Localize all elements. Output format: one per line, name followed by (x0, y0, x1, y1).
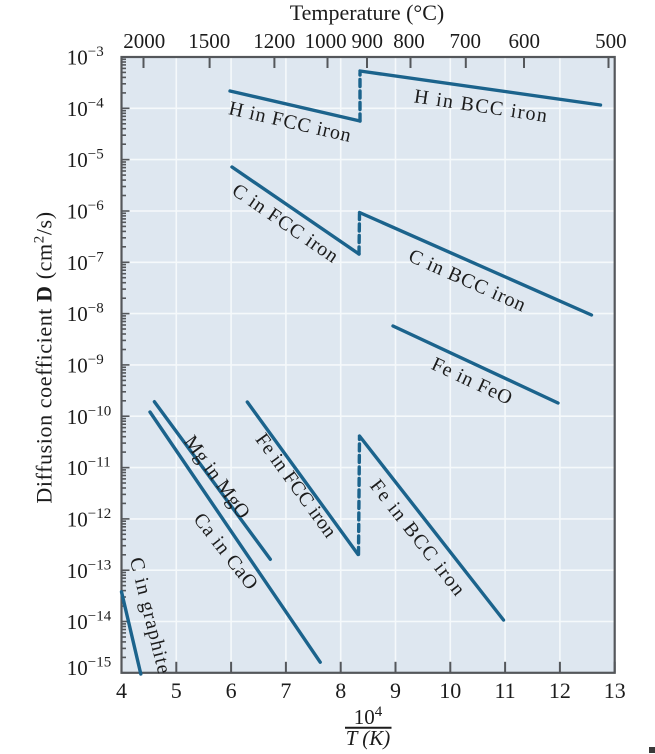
svg-text:12: 12 (549, 678, 571, 703)
svg-text:700: 700 (449, 29, 481, 53)
svg-text:10−10: 10−10 (67, 403, 111, 429)
svg-text:6: 6 (226, 678, 237, 703)
svg-text:1200: 1200 (253, 29, 295, 53)
svg-text:7: 7 (280, 678, 291, 703)
svg-text:800: 800 (393, 29, 425, 53)
svg-text:1000: 1000 (305, 29, 347, 53)
svg-text:5: 5 (171, 678, 182, 703)
svg-text:4: 4 (116, 678, 127, 703)
svg-text:13: 13 (604, 678, 626, 703)
svg-text:Diffusion coefficient D (cm2/s: Diffusion coefficient D (cm2/s) (32, 211, 57, 503)
svg-text:Temperature (°C): Temperature (°C) (290, 0, 444, 25)
svg-text:8: 8 (335, 678, 346, 703)
svg-text:2000: 2000 (123, 29, 165, 53)
svg-text:600: 600 (509, 29, 541, 53)
svg-text:10: 10 (439, 678, 461, 703)
svg-text:10−4: 10−4 (67, 95, 104, 121)
svg-text:10−5: 10−5 (67, 147, 104, 173)
svg-text:11: 11 (495, 678, 516, 703)
svg-text:500: 500 (595, 29, 627, 53)
svg-text:900: 900 (352, 29, 384, 53)
svg-text:T (K): T (K) (346, 726, 391, 750)
svg-text:9: 9 (390, 678, 401, 703)
svg-text:1500: 1500 (188, 29, 230, 53)
